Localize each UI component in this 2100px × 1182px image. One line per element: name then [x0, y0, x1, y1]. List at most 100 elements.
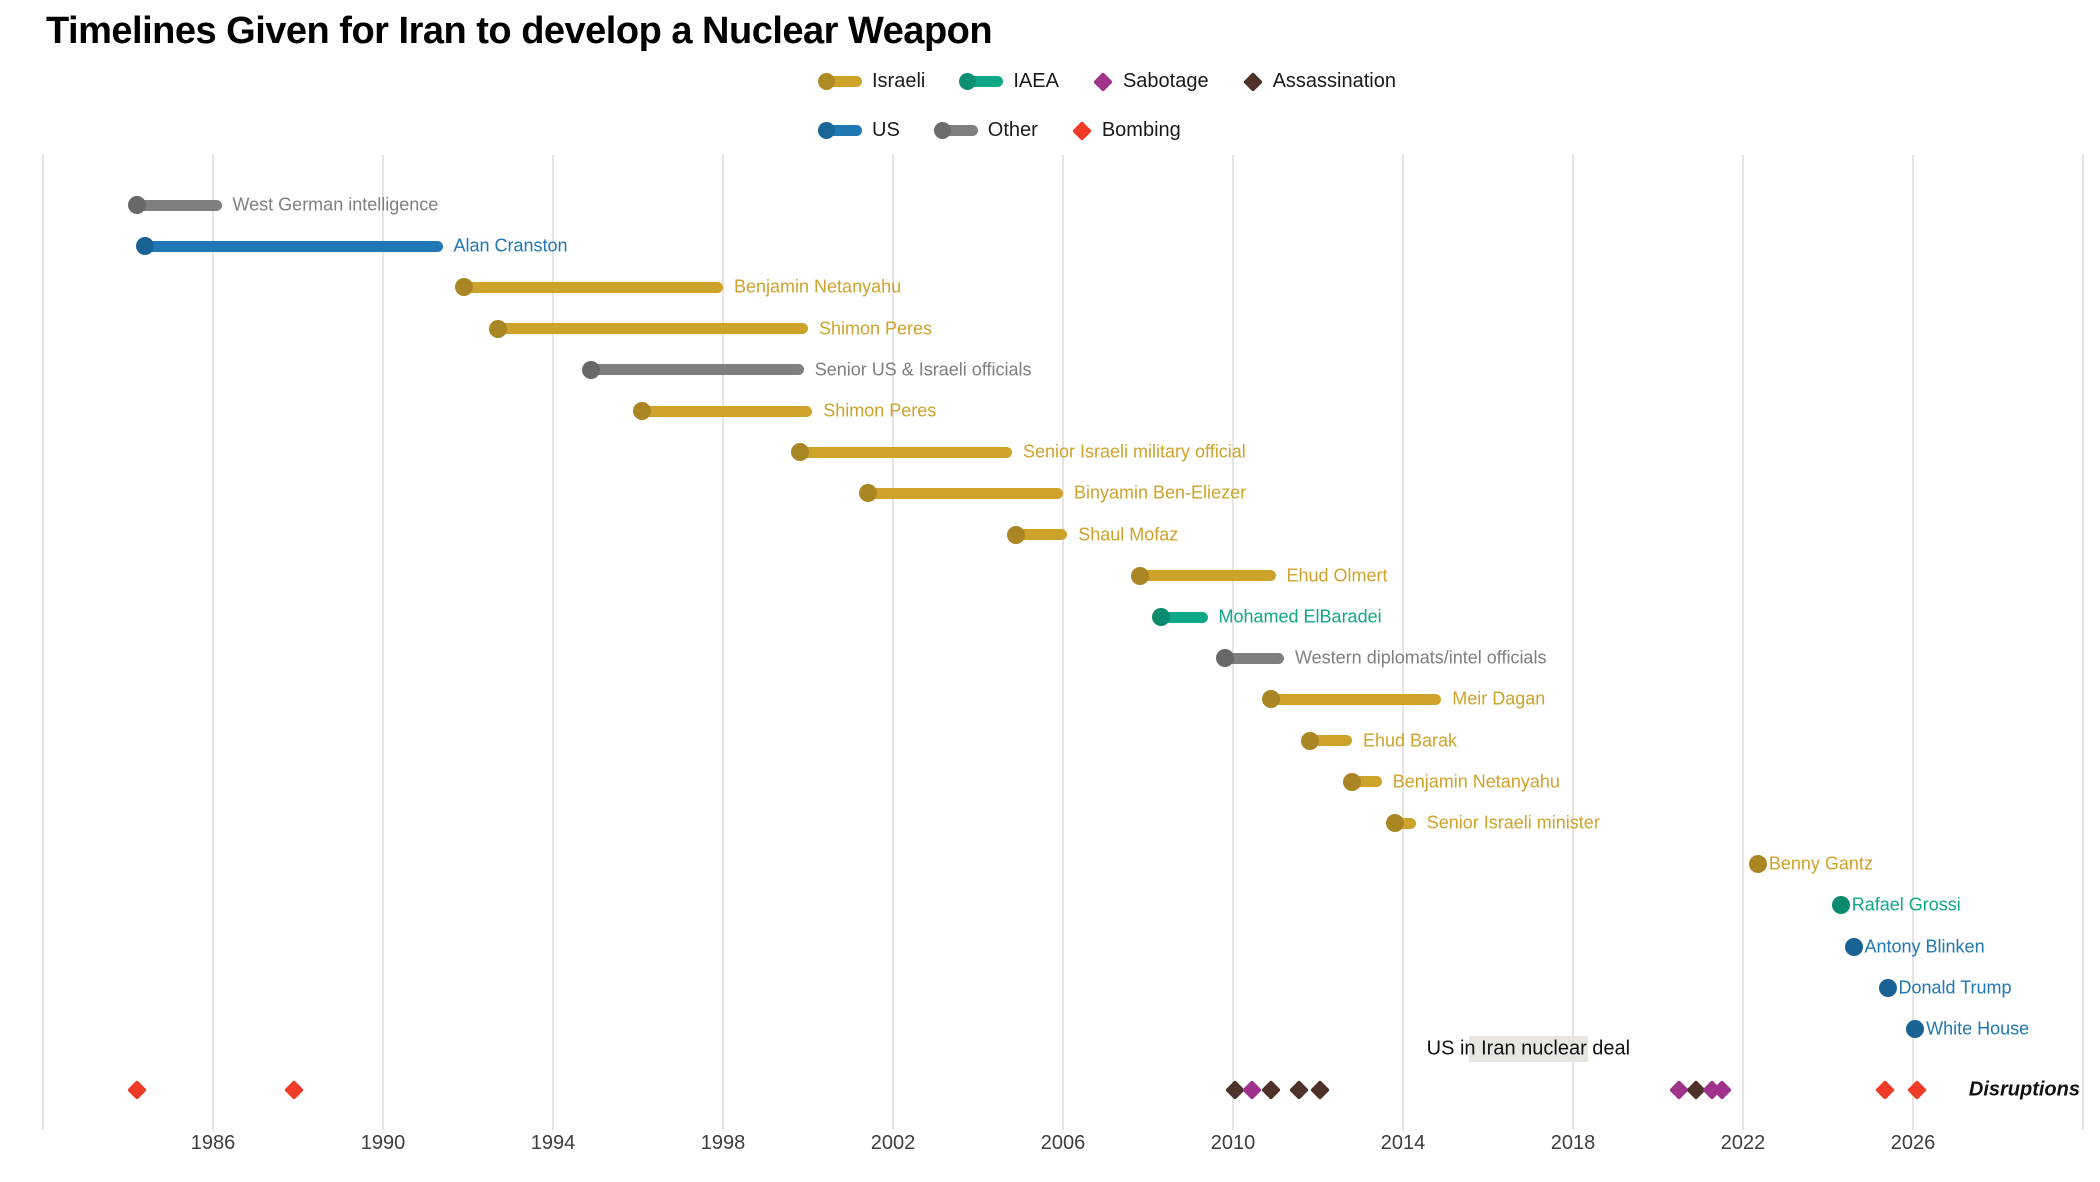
timeline-start-dot [1878, 978, 1897, 997]
legend: Israeli IAEA Sabotage Assassination US Other B… [818, 70, 1396, 142]
legend-row: Israeli IAEA Sabotage Assassination [818, 70, 1396, 93]
gridline [1572, 155, 1574, 1130]
timeline-bar [591, 364, 804, 376]
timeline-label: Meir Dagan [1452, 688, 1546, 709]
timeline-label: Ehud Olmert [1286, 565, 1388, 586]
timeline-start-dot [1262, 690, 1281, 709]
legend-label: Sabotage [1122, 70, 1209, 92]
x-axis-tick-label: 1998 [700, 1132, 746, 1154]
timeline-bar [1016, 529, 1068, 541]
legend-item-israeli: Israeli [818, 70, 925, 93]
timeline-bar [1394, 817, 1416, 829]
timeline-label: West German intelligence [232, 194, 439, 215]
x-axis-tick-label: 1990 [360, 1132, 406, 1154]
disruption-bombing-diamond [283, 1080, 304, 1100]
x-axis-tick-label: 2014 [1380, 1132, 1426, 1154]
timeline-start-dot [1844, 937, 1863, 956]
timeline-bar [463, 281, 723, 293]
timeline-start-dot [454, 278, 473, 297]
timeline-label: Senior Israeli military official [1023, 441, 1246, 462]
timeline-label: White House [1926, 1018, 2030, 1039]
timeline-start-dot [136, 237, 154, 256]
gridline [722, 155, 724, 1130]
timeline-start-dot [127, 196, 146, 214]
timeline-label: Rafael Grossi [1851, 894, 1961, 915]
timeline-start-dot [1831, 896, 1850, 915]
timeline-start-dot [1385, 814, 1404, 832]
gridline [382, 155, 384, 1130]
legend-item-us: US [818, 119, 900, 142]
x-axis-tick-label: 2022 [1720, 1132, 1766, 1154]
disruption-bombing-diamond [126, 1080, 147, 1100]
gridline [1402, 155, 1404, 1130]
legend-item-iaea: IAEA [959, 70, 1059, 93]
legend-item-sabotage: Sabotage [1093, 70, 1209, 93]
legend-item-bombing: Bombing [1071, 119, 1181, 142]
legend-label: IAEA [1013, 70, 1059, 92]
x-axis-tick-label: 2018 [1550, 1132, 1596, 1154]
x-axis-tick-label: 1994 [530, 1132, 576, 1154]
timeline-start-dot [1748, 855, 1767, 874]
disruptions-label: Disruptions [1968, 1078, 2080, 1101]
disruption-bombing-diamond [1875, 1080, 1896, 1100]
timeline-start-dot [790, 443, 809, 462]
x-axis-tick-label: 2002 [870, 1132, 916, 1154]
x-axis-tick-label: 2006 [1040, 1132, 1086, 1154]
timeline-bar [136, 199, 222, 211]
timeline-bar [1352, 776, 1382, 788]
gridline [1742, 155, 1744, 1130]
us-bar-swatch [818, 122, 862, 139]
timeline-label: Western diplomats/intel officials [1295, 647, 1547, 668]
legend-item-assassination: Assassination [1242, 70, 1396, 93]
iran-deal-label: US in Iran nuclear deal [1426, 1037, 1631, 1060]
timeline-bar [497, 323, 808, 335]
gridline [2082, 155, 2084, 1130]
other-bar-swatch [933, 122, 978, 139]
gridline [212, 155, 214, 1130]
timeline-bar [145, 240, 443, 252]
x-axis-tick-label: 2010 [1210, 1132, 1256, 1154]
timeline-label: Antony Blinken [1864, 936, 1985, 957]
timeline-bar [642, 405, 813, 417]
legend-label: Israeli [872, 70, 926, 92]
timeline-label: Benjamin Netanyahu [734, 276, 902, 297]
timeline-label: Benny Gantz [1768, 853, 1873, 874]
legend-label: Other [987, 119, 1038, 141]
timeline-start-dot [1151, 608, 1170, 626]
timeline-bar [1271, 693, 1442, 705]
timeline-start-dot [1215, 649, 1234, 668]
timeline-start-dot [1007, 525, 1026, 544]
x-axis-tick-label: 2026 [1890, 1132, 1936, 1154]
timeline-start-dot [1130, 566, 1149, 585]
timeline-start-dot [1300, 731, 1319, 750]
timeline-label: Binyamin Ben-Eliezer [1074, 482, 1247, 503]
timeline-bar [1224, 652, 1284, 664]
disruption-assassination-diamond [1288, 1080, 1309, 1100]
timeline-bar [1160, 611, 1208, 623]
disruption-assassination-diamond [1261, 1080, 1282, 1100]
timeline-label: Benjamin Netanyahu [1392, 771, 1560, 792]
gridline [892, 155, 894, 1130]
timeline-label: Ehud Barak [1363, 730, 1458, 751]
timeline-label: Senior Israeli minister [1426, 812, 1600, 833]
timeline-label: Alan Cranston [453, 235, 568, 256]
legend-row: US Other Bombing [818, 119, 1396, 142]
timeline-label: Mohamed ElBaradei [1218, 606, 1382, 627]
israeli-bar-swatch [818, 73, 862, 90]
gridline [42, 155, 44, 1130]
gridline [1912, 155, 1914, 1130]
iran-deal-band [1468, 1036, 1588, 1062]
timeline-label: Shimon Peres [819, 318, 933, 339]
timeline-start-dot [633, 402, 652, 420]
timeline-bar [799, 446, 1012, 458]
timeline-start-dot [858, 484, 877, 503]
disruption-bombing-diamond [1907, 1080, 1928, 1100]
legend-label: US [872, 119, 900, 141]
timeline-label: Shaul Mofaz [1078, 524, 1179, 545]
timeline-start-dot [488, 319, 507, 338]
legend-label: Assassination [1272, 70, 1396, 92]
timeline-bar [1309, 735, 1352, 747]
timeline-bar [1139, 570, 1276, 582]
